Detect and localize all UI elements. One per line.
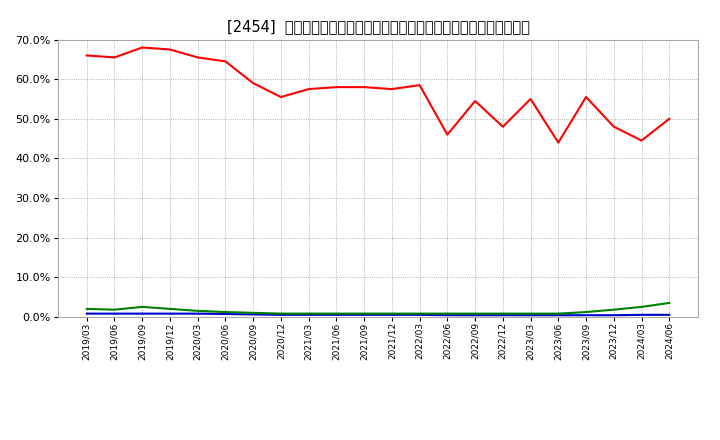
自己資本 (82, 53, 91, 58)
繰延税金資産 (387, 311, 396, 316)
自己資本 (526, 96, 535, 102)
のれん (249, 312, 258, 317)
のれん (637, 312, 646, 317)
繰延税金資産 (305, 311, 313, 316)
自己資本 (443, 132, 451, 137)
のれん (526, 312, 535, 318)
Line: のれん: のれん (86, 314, 670, 315)
繰延税金資産 (665, 300, 674, 305)
のれん (665, 312, 674, 317)
自己資本 (360, 84, 369, 90)
繰延税金資産 (637, 304, 646, 310)
繰延税金資産 (360, 311, 369, 316)
自己資本 (332, 84, 341, 90)
のれん (332, 312, 341, 317)
繰延税金資産 (221, 309, 230, 315)
自己資本 (665, 116, 674, 121)
のれん (276, 312, 285, 317)
のれん (582, 312, 590, 318)
繰延税金資産 (249, 310, 258, 315)
のれん (471, 312, 480, 318)
のれん (387, 312, 396, 317)
のれん (82, 311, 91, 316)
自己資本 (609, 124, 618, 129)
のれん (443, 312, 451, 318)
自己資本 (637, 138, 646, 143)
Line: 自己資本: 自己資本 (86, 48, 670, 143)
繰延税金資産 (526, 311, 535, 316)
のれん (138, 311, 147, 316)
繰延税金資産 (166, 306, 174, 312)
のれん (110, 311, 119, 316)
のれん (554, 312, 562, 318)
のれん (194, 311, 202, 316)
自己資本 (471, 98, 480, 103)
自己資本 (276, 94, 285, 99)
自己資本 (387, 86, 396, 92)
自己資本 (166, 47, 174, 52)
自己資本 (415, 82, 424, 88)
繰延税金資産 (443, 311, 451, 316)
Line: 繰延税金資産: 繰延税金資産 (86, 303, 670, 314)
自己資本 (305, 86, 313, 92)
繰延税金資産 (138, 304, 147, 310)
のれん (498, 312, 507, 318)
自己資本 (554, 140, 562, 145)
繰延税金資産 (582, 309, 590, 315)
Title: [2454]  自己資本、のれん、繰延税金資産の総資産に対する比率の推移: [2454] 自己資本、のれん、繰延税金資産の総資産に対する比率の推移 (227, 19, 529, 34)
自己資本 (194, 55, 202, 60)
繰延税金資産 (415, 311, 424, 316)
のれん (360, 312, 369, 317)
自己資本 (138, 45, 147, 50)
繰延税金資産 (110, 307, 119, 312)
のれん (609, 312, 618, 318)
自己資本 (110, 55, 119, 60)
自己資本 (582, 94, 590, 99)
繰延税金資産 (332, 311, 341, 316)
繰延税金資産 (82, 306, 91, 312)
のれん (221, 312, 230, 317)
のれん (415, 312, 424, 317)
自己資本 (221, 59, 230, 64)
自己資本 (498, 124, 507, 129)
のれん (305, 312, 313, 317)
繰延税金資産 (276, 311, 285, 316)
繰延税金資産 (471, 311, 480, 316)
繰延税金資産 (554, 311, 562, 316)
のれん (166, 311, 174, 316)
繰延税金資産 (609, 307, 618, 312)
繰延税金資産 (498, 311, 507, 316)
繰延税金資産 (194, 308, 202, 313)
自己資本 (249, 81, 258, 86)
